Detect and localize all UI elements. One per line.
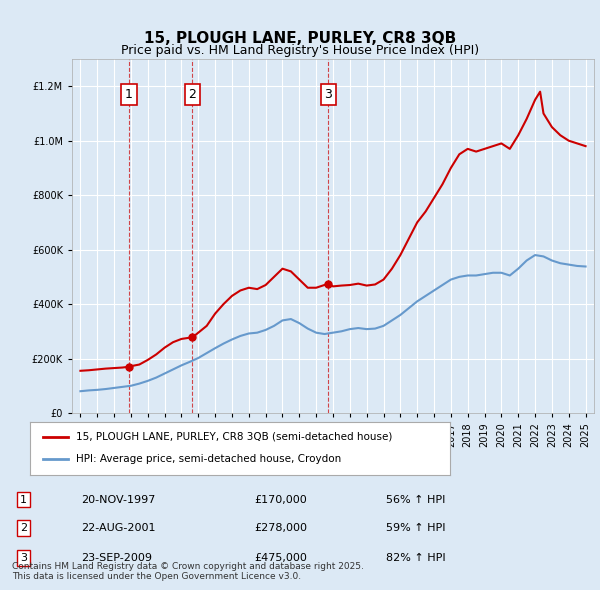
Text: £475,000: £475,000: [254, 553, 307, 563]
Text: 15, PLOUGH LANE, PURLEY, CR8 3QB: 15, PLOUGH LANE, PURLEY, CR8 3QB: [144, 31, 456, 46]
Text: 3: 3: [20, 553, 27, 563]
Text: 20-NOV-1997: 20-NOV-1997: [81, 494, 155, 504]
Text: 15, PLOUGH LANE, PURLEY, CR8 3QB (semi-detached house): 15, PLOUGH LANE, PURLEY, CR8 3QB (semi-d…: [76, 432, 392, 442]
Text: £170,000: £170,000: [254, 494, 307, 504]
Text: £278,000: £278,000: [254, 523, 307, 533]
Text: 56% ↑ HPI: 56% ↑ HPI: [386, 494, 446, 504]
Text: 1: 1: [20, 494, 27, 504]
Text: Price paid vs. HM Land Registry's House Price Index (HPI): Price paid vs. HM Land Registry's House …: [121, 44, 479, 57]
Text: Contains HM Land Registry data © Crown copyright and database right 2025.
This d: Contains HM Land Registry data © Crown c…: [12, 562, 364, 581]
Text: 23-SEP-2009: 23-SEP-2009: [81, 553, 152, 563]
Text: HPI: Average price, semi-detached house, Croydon: HPI: Average price, semi-detached house,…: [76, 454, 341, 464]
Text: 1: 1: [125, 88, 133, 101]
Text: 2: 2: [188, 88, 196, 101]
Text: 82% ↑ HPI: 82% ↑ HPI: [386, 553, 446, 563]
Text: 2: 2: [20, 523, 27, 533]
Text: 3: 3: [325, 88, 332, 101]
Text: 22-AUG-2001: 22-AUG-2001: [81, 523, 155, 533]
Text: 59% ↑ HPI: 59% ↑ HPI: [386, 523, 446, 533]
